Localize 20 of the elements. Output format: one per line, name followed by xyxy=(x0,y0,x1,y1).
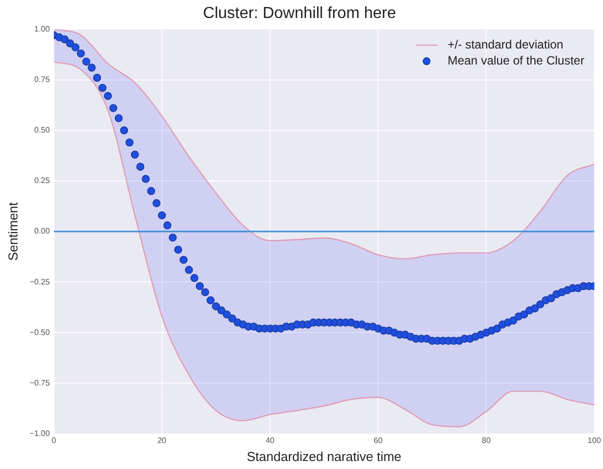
x-tick-label: 80 xyxy=(482,436,492,445)
chart-title: Cluster: Downhill from here xyxy=(203,5,396,22)
y-tick-label: 0.00 xyxy=(34,226,50,236)
y-tick-label: −0.25 xyxy=(30,277,50,286)
x-tick-label: 0 xyxy=(52,436,57,445)
y-axis-title: Sentiment xyxy=(5,202,20,261)
legend-label: +/- standard deviation xyxy=(448,38,564,52)
y-tick-label: 0.25 xyxy=(34,176,50,186)
y-tick-label: −0.75 xyxy=(30,378,50,388)
x-axis-title: Standardized narative time xyxy=(246,448,402,464)
legend-label: Mean value of the Cluster xyxy=(448,54,584,68)
x-tick-label: 100 xyxy=(588,436,602,445)
x-tick-label: 40 xyxy=(266,436,276,445)
y-tick-label: −0.50 xyxy=(30,328,50,337)
y-tick-label: 0.50 xyxy=(34,126,50,135)
x-tick-label: 60 xyxy=(374,436,384,445)
y-tick-label: 1.00 xyxy=(34,24,50,34)
y-tick-label: 0.75 xyxy=(34,74,50,84)
x-tick-label: 20 xyxy=(157,436,167,445)
y-tick-label: −1.00 xyxy=(30,429,50,438)
